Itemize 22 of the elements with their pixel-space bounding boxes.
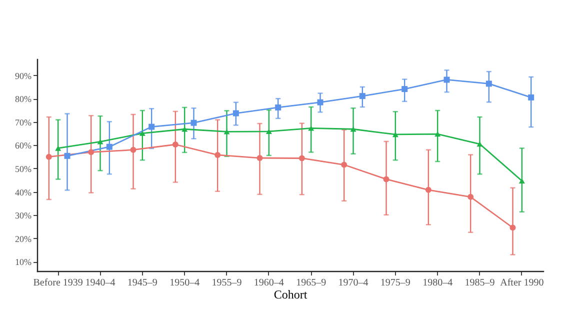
x-tick-label: 1980–4	[422, 278, 453, 288]
x-tick-label: 1975–9	[380, 278, 410, 288]
x-tick-label: 1945–9	[127, 278, 158, 288]
x-tick-label: Before 1939	[33, 278, 83, 288]
x-tick-label: 1940–4	[85, 278, 116, 288]
y-tick-label: 90%	[15, 70, 32, 81]
x-axis-title: Cohort	[274, 288, 308, 302]
x-tick-label: After 1990	[500, 278, 544, 288]
x-tick-label: 1955–9	[212, 278, 242, 288]
y-tick-label: 40%	[15, 187, 32, 198]
x-tick-label: 1960–4	[254, 278, 284, 288]
y-tick-label: 60%	[15, 140, 32, 151]
y-tick-label: 80%	[15, 94, 32, 104]
x-tick-label: 1985–9	[464, 278, 495, 288]
x-tick-label: 1965–9	[296, 278, 326, 288]
y-tick-label: 10%	[15, 257, 32, 268]
y-tick-label: 50%	[15, 164, 32, 174]
x-tick-label: 1950–4	[170, 278, 200, 288]
y-tick-label: 70%	[15, 117, 32, 128]
y-tick-label: 30%	[15, 210, 32, 221]
y-tick-label: 20%	[15, 234, 32, 244]
x-tick-label: 1970–4	[338, 278, 368, 288]
